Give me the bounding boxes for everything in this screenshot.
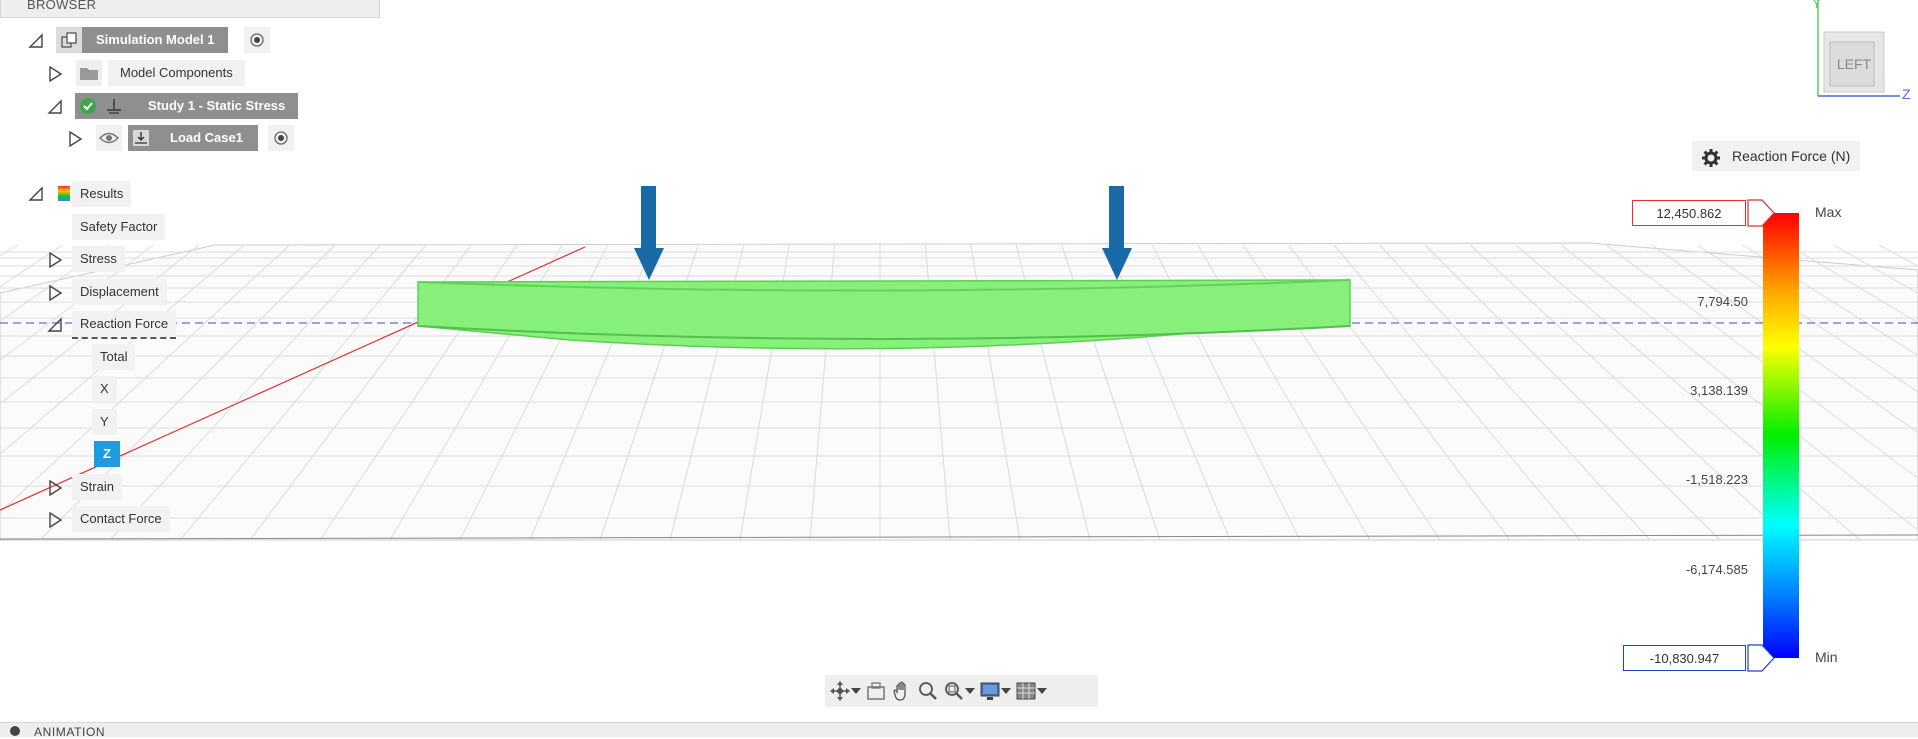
legend-min-pointer	[1747, 644, 1775, 672]
result-reaction-y[interactable]: Y	[92, 409, 117, 435]
pan-icon[interactable]	[891, 680, 913, 702]
grid-dropdown-caret[interactable]	[1037, 680, 1047, 702]
result-safety-factor[interactable]: Safety Factor	[72, 214, 165, 240]
expand-arrow-icon[interactable]	[47, 66, 63, 82]
legend-color-bar	[1763, 213, 1799, 658]
radio-icon[interactable]	[244, 27, 270, 53]
expand-arrow-icon[interactable]	[47, 512, 63, 528]
collapse-arrow-icon[interactable]	[28, 33, 44, 49]
radio-icon[interactable]	[268, 125, 294, 151]
result-reaction-total[interactable]: Total	[92, 344, 135, 370]
legend-title[interactable]: Reaction Force (N)	[1692, 141, 1860, 171]
gear-icon[interactable]	[1702, 147, 1720, 165]
view-cube[interactable]	[1818, 0, 1900, 96]
expand-arrow-icon[interactable]	[67, 131, 83, 147]
legend-title-text: Reaction Force (N)	[1732, 148, 1850, 164]
study-label[interactable]: Study 1 - Static Stress	[127, 93, 298, 119]
expand-arrow-icon[interactable]	[47, 252, 63, 268]
result-strain[interactable]: Strain	[72, 474, 122, 500]
legend-max-value[interactable]: 12,450.862	[1632, 200, 1746, 226]
zoom-window-icon[interactable]	[943, 680, 965, 702]
legend-tick-4: -6,174.585	[1686, 562, 1748, 577]
viewcube-axis-y: Y	[1812, 0, 1821, 11]
look-at-icon[interactable]	[865, 680, 887, 702]
legend-tick-1: 7,794.50	[1697, 294, 1748, 309]
legend-max-pointer	[1747, 199, 1775, 227]
legend-tick-2: 3,138.139	[1690, 383, 1748, 398]
expand-arrow-icon[interactable]	[47, 285, 63, 301]
collapse-arrow-icon[interactable]	[47, 99, 63, 115]
results-color-icon	[58, 186, 70, 201]
viewcube-face-left[interactable]: LEFT	[1834, 56, 1874, 72]
result-reaction-z[interactable]: Z	[94, 441, 120, 467]
load-case-icon	[128, 125, 154, 151]
display-dropdown-caret[interactable]	[1001, 680, 1011, 702]
model-components-label[interactable]: Model Components	[108, 60, 245, 86]
study-icon	[101, 93, 127, 119]
result-stress[interactable]: Stress	[72, 246, 125, 272]
orbit-dropdown-caret[interactable]	[851, 680, 861, 702]
viewcube-axis-z: Z	[1902, 86, 1911, 102]
zoom-icon[interactable]	[917, 680, 939, 702]
animation-bar[interactable]: ANIMATION	[0, 722, 1918, 737]
folder-icon	[76, 60, 102, 86]
legend-max-label: Max	[1815, 204, 1841, 220]
result-contact-force[interactable]: Contact Force	[72, 506, 170, 532]
collapse-arrow-icon[interactable]	[28, 186, 44, 202]
legend-tick-3: -1,518.223	[1686, 472, 1748, 487]
zoom-dropdown-caret[interactable]	[965, 680, 975, 702]
display-icon[interactable]	[979, 680, 1001, 702]
animation-bullet-icon	[9, 725, 21, 737]
component-icon	[56, 27, 82, 53]
navigation-toolbar	[825, 675, 1098, 707]
load-case-label[interactable]: Load Case1	[154, 125, 258, 151]
eye-icon[interactable]	[96, 125, 122, 151]
grid-icon[interactable]	[1015, 680, 1037, 702]
result-reaction-x[interactable]: X	[92, 376, 117, 402]
browser-title: BROWSER	[27, 0, 96, 12]
orbit-icon[interactable]	[829, 680, 851, 702]
result-reaction-force[interactable]: Reaction Force	[72, 311, 176, 339]
expand-arrow-icon[interactable]	[47, 480, 63, 496]
results-label[interactable]: Results	[72, 181, 131, 207]
browser-header[interactable]: BROWSER	[0, 0, 380, 18]
check-icon	[75, 93, 101, 119]
collapse-arrow-icon[interactable]	[47, 317, 63, 333]
result-displacement[interactable]: Displacement	[72, 279, 167, 305]
legend-min-value[interactable]: -10,830.947	[1623, 645, 1746, 671]
simulation-model-label[interactable]: Simulation Model 1	[82, 27, 228, 53]
legend-min-label: Min	[1815, 649, 1838, 665]
animation-label: ANIMATION	[34, 725, 105, 739]
